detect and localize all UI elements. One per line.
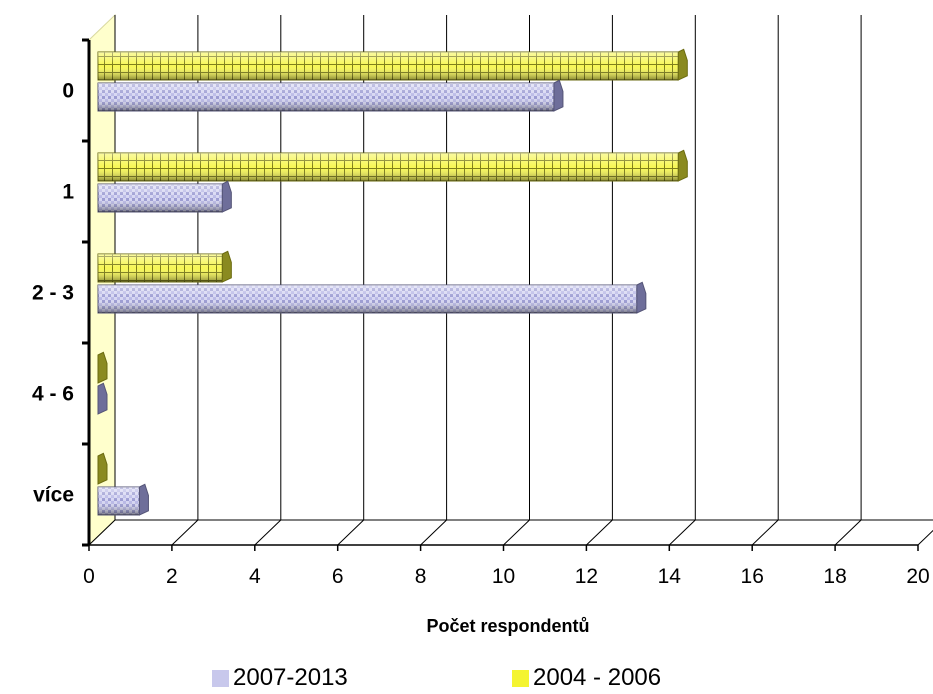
x-tick-label: 0 [83, 565, 95, 588]
gridline [751, 15, 779, 546]
legend: 2007-2013 2004 - 2006 [0, 664, 933, 694]
bar [97, 149, 688, 182]
x-tick-label: 14 [658, 565, 682, 588]
bar [97, 180, 232, 213]
bars [97, 48, 688, 516]
bar [97, 483, 149, 516]
legend-item-series-2: 2004 - 2006 [512, 664, 661, 692]
legend-label: 2007-2013 [233, 664, 348, 691]
bar [97, 382, 108, 415]
category-label: 0 [62, 80, 74, 103]
bar-chart: 0 2 4 6 8 10 12 14 16 18 20 0 1 2 - 3 4 - 6 více Počet … [32, 13, 933, 636]
gridline [834, 15, 862, 546]
x-tick-label: 16 [741, 565, 764, 588]
category-label: více [33, 484, 74, 507]
legend-label: 2004 - 2006 [533, 664, 662, 691]
bar [97, 281, 647, 314]
category-label: 4 - 6 [32, 383, 74, 406]
legend-item-series-1: 2007-2013 [212, 664, 348, 692]
gridlines [88, 15, 933, 546]
category-label: 2 - 3 [32, 282, 74, 305]
x-tick-label: 2 [166, 565, 178, 588]
axes [82, 38, 919, 551]
x-tick-label: 8 [415, 565, 427, 588]
x-tick-label: 12 [575, 565, 598, 588]
bar [97, 48, 688, 81]
x-tick-label: 18 [823, 565, 846, 588]
x-tick-label: 10 [492, 565, 515, 588]
x-tick-label: 4 [249, 565, 261, 588]
gridline [586, 15, 613, 546]
labels: 0 2 4 6 8 10 12 14 16 18 20 0 1 2 - 3 4 - 6 více [32, 80, 930, 589]
x-tick-label: 20 [906, 565, 929, 588]
category-label: 1 [62, 181, 74, 204]
x-axis-title: Počet respondentů [426, 616, 589, 636]
x-tick-label: 6 [332, 565, 344, 588]
bar [97, 351, 108, 384]
gridline [917, 529, 933, 546]
legend-swatch-blue [212, 669, 229, 687]
bar [97, 452, 108, 485]
legend-swatch-yellow [512, 669, 529, 687]
gridline [668, 15, 696, 546]
bar [97, 250, 232, 283]
bar [97, 79, 564, 112]
